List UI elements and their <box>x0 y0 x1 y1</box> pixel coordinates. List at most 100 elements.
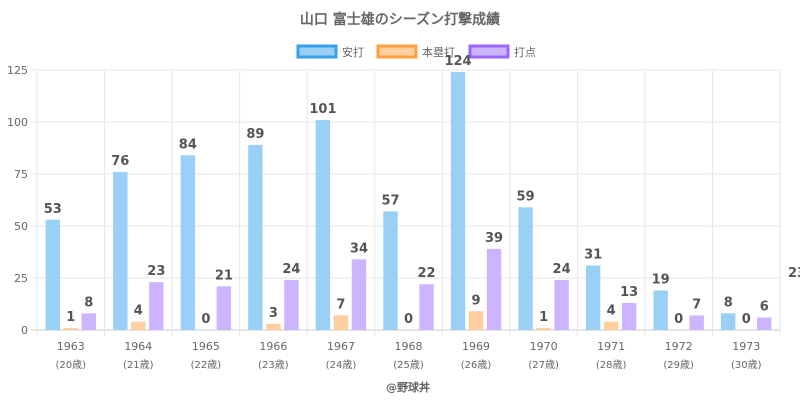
data-label: 3 <box>269 306 278 321</box>
data-label: 39 <box>485 231 503 246</box>
y-tick-label: 125 <box>7 64 28 77</box>
x-tick-label: 1966 <box>259 340 287 353</box>
bar <box>450 72 466 330</box>
data-label: 1 <box>66 310 75 325</box>
data-label: 6 <box>760 300 769 315</box>
x-tick-sublabel: (25歳) <box>393 359 424 371</box>
data-label: 59 <box>517 189 535 204</box>
bar <box>266 323 281 330</box>
bar <box>315 119 331 330</box>
data-label: 7 <box>336 297 345 312</box>
data-label: 19 <box>652 272 670 287</box>
x-axis-title: @野球丼 <box>386 380 430 394</box>
bar <box>621 302 637 330</box>
bar <box>383 211 398 330</box>
x-tick-label: 1967 <box>327 340 355 353</box>
data-label: 34 <box>350 241 368 256</box>
x-tick-sublabel: (28歳) <box>596 359 627 371</box>
bar <box>603 321 619 330</box>
data-label: 57 <box>381 193 399 208</box>
x-tick-label: 1970 <box>530 340 558 353</box>
data-label: 89 <box>246 127 264 142</box>
bar <box>216 286 232 330</box>
bar <box>180 155 196 330</box>
data-label: 13 <box>620 285 638 300</box>
x-tick-label: 1973 <box>732 340 760 353</box>
data-label: 4 <box>607 304 616 319</box>
legend-label: 打点 <box>514 45 536 59</box>
bar <box>113 171 128 330</box>
data-label: 53 <box>44 202 62 217</box>
data-label: 7 <box>692 297 701 312</box>
bar <box>45 219 60 330</box>
bar <box>63 327 78 330</box>
x-tick-sublabel: (23歳) <box>258 359 289 371</box>
bar <box>284 280 299 330</box>
data-label: 8 <box>724 295 733 310</box>
bar <box>689 315 704 330</box>
bar <box>419 284 434 330</box>
data-label: 0 <box>742 312 751 327</box>
data-label: 0 <box>674 312 683 327</box>
bar <box>653 290 668 330</box>
x-tick-sublabel: (20歳) <box>56 359 87 371</box>
bar <box>248 144 263 330</box>
x-tick-label: 1965 <box>192 340 220 353</box>
x-tick-sublabel: (29歳) <box>663 359 694 371</box>
data-label: 21 <box>215 268 233 283</box>
grid <box>31 69 781 336</box>
legend: 安打 本塁打 打点 <box>296 44 536 59</box>
bar <box>585 265 601 330</box>
y-tick-label: 25 <box>14 272 28 285</box>
x-tick-sublabel: (24歳) <box>326 359 357 371</box>
bar <box>486 248 502 330</box>
bar <box>333 315 349 330</box>
data-label: 1 <box>539 310 548 325</box>
data-label: 101 <box>309 102 336 117</box>
y-tick-label: 50 <box>14 220 28 233</box>
bar <box>554 280 569 330</box>
x-tick-label: 1972 <box>665 340 693 353</box>
bar <box>81 313 96 330</box>
y-tick-label: 100 <box>7 116 28 129</box>
y-axis: 0 25 50 75 100 125 <box>7 64 28 337</box>
legend-label: 本塁打 <box>422 45 455 59</box>
data-label: 4 <box>134 304 143 319</box>
x-tick-label: 1969 <box>462 340 490 353</box>
data-label: 24 <box>553 262 571 277</box>
x-tick-label: 1964 <box>124 340 152 353</box>
y-tick-label: 75 <box>14 168 28 181</box>
bar <box>757 317 772 330</box>
legend-swatch <box>468 44 510 59</box>
bar <box>149 282 164 330</box>
x-tick-label: 1971 <box>597 340 625 353</box>
data-label: 23 <box>147 264 165 279</box>
legend-label: 安打 <box>342 45 364 59</box>
x-tick-label: 1968 <box>395 340 423 353</box>
data-label: 8 <box>84 295 93 310</box>
data-label: 31 <box>584 248 602 263</box>
legend-swatch <box>376 44 418 59</box>
data-label: 0 <box>201 312 210 327</box>
data-label: 76 <box>111 154 129 169</box>
data-label: 9 <box>472 293 481 308</box>
x-tick-sublabel: (22歳) <box>191 359 222 371</box>
bars <box>45 72 772 330</box>
x-tick-sublabel: (26歳) <box>461 359 492 371</box>
data-label: 84 <box>179 137 197 152</box>
data-label: 22 <box>417 266 435 281</box>
data-label: 124 <box>444 54 471 69</box>
bar <box>536 327 551 330</box>
x-tick-sublabel: (27歳) <box>528 359 559 371</box>
bar <box>131 321 146 330</box>
chart-title: 山口 富士雄のシーズン打撃成績 <box>300 11 500 28</box>
x-tick-sublabel: (30歳) <box>731 359 762 371</box>
overflow-data-label: 23 <box>788 266 800 281</box>
y-tick-label: 0 <box>21 324 28 337</box>
bar <box>518 207 533 330</box>
bar <box>351 259 367 330</box>
bar <box>721 313 736 330</box>
x-tick-sublabel: (21歳) <box>123 359 154 371</box>
